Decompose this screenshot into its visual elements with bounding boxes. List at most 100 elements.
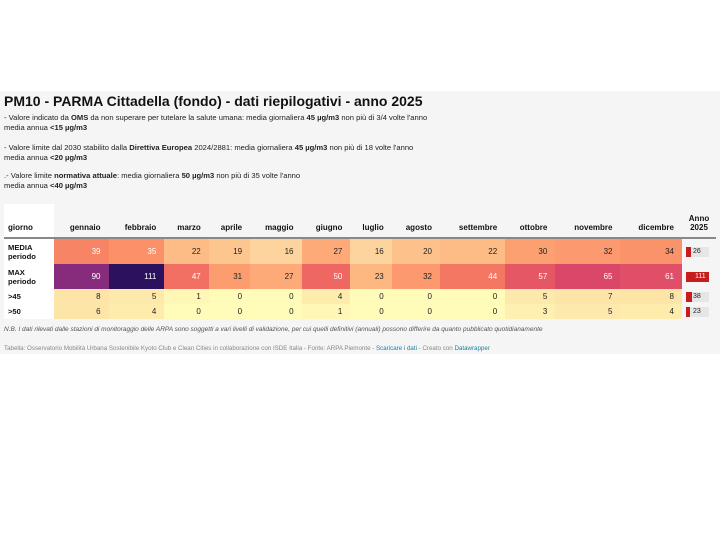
column-header: agosto [391,204,440,239]
table-row: >50 6 4 0 0 0 1 0 0 0 3 5 4 23 [4,304,716,319]
value-cell: 0 [250,289,302,304]
value-cell: 19 [208,238,251,264]
annual-bar-cell: 26 [682,238,716,264]
annual-bar-cell: 23 [682,304,716,319]
value-cell: 6 [54,304,109,319]
chart-title: PM10 - PARMA Cittadella (fondo) - dati r… [4,93,423,109]
annual-bar-label: 23 [693,307,701,315]
column-header: aprile [208,204,251,239]
value-cell: 0 [391,289,440,304]
column-header: giugno [301,204,351,239]
table-header-row: giorno gennaio febbraio marzo aprile maggio gi… [4,204,716,239]
annual-bar: 38 [686,291,709,302]
value-cell: 1 [164,289,209,304]
column-header-line: Anno [688,214,710,223]
value-cell: 90 [54,264,109,289]
datawrapper-link[interactable]: Datawrapper [454,345,490,352]
value-cell: 27 [301,238,351,264]
annual-bar: 26 [686,246,709,257]
note-eu-directive: - Valore limite dal 2030 stabilito dalla… [4,143,413,163]
value-cell: 0 [391,304,440,319]
note-eu-line1: - Valore limite dal 2030 stabilito dalla… [4,143,414,152]
value-cell: 5 [505,289,556,304]
validation-note: N.B. I dati rilevati dalle stazioni di m… [4,326,543,333]
column-header: marzo [164,204,209,239]
column-header: Anno 2025 [682,204,716,239]
value-cell: 0 [250,304,302,319]
row-label: MEDIA periodo [4,238,54,264]
value-cell: 0 [208,289,251,304]
column-header: maggio [250,204,302,239]
value-cell: 61 [620,264,682,289]
credits-mid: - Creato con [416,345,455,352]
annual-bar-label: 26 [693,247,701,255]
column-header: novembre [555,204,621,239]
note-current-law: .- Valore limite normativa attuale: medi… [4,171,300,191]
annual-bar-fill [686,246,692,257]
annual-bar-label: 111 [695,272,706,280]
annual-bar-fill [686,271,709,282]
data-table: giorno gennaio febbraio marzo aprile maggio gi… [4,204,716,319]
value-cell: 22 [439,238,506,264]
annual-bar: 111 [686,271,709,282]
table-row: MEDIA periodo 39 35 22 19 16 27 16 20 22 30 32 34 26 [4,238,716,264]
value-cell: 47 [164,264,209,289]
value-cell: 57 [505,264,556,289]
value-cell: 39 [54,238,109,264]
column-header: ottobre [505,204,556,239]
value-cell: 0 [208,304,251,319]
row-label: >50 [4,304,54,319]
value-cell: 32 [391,264,440,289]
value-cell: 35 [108,238,165,264]
value-cell: 1 [301,304,351,319]
annual-bar-fill [686,291,692,302]
value-cell: 0 [439,289,506,304]
value-cell: 3 [505,304,556,319]
value-cell: 16 [350,238,392,264]
column-header: luglio [350,204,392,239]
value-cell: 4 [301,289,351,304]
value-cell: 5 [555,304,621,319]
value-cell: 34 [620,238,682,264]
table-row: >45 8 5 1 0 0 4 0 0 0 5 7 8 38 [4,289,716,304]
row-label: MAX periodo [4,264,54,289]
value-cell: 44 [439,264,506,289]
value-cell: 0 [439,304,506,319]
annual-bar: 23 [686,306,709,317]
value-cell: 22 [164,238,209,264]
annual-bar-label: 38 [693,292,701,300]
value-cell: 7 [555,289,621,304]
note-law-line1: .- Valore limite normativa attuale: medi… [4,171,301,180]
note-oms-line1: - Valore indicato da OMS da non superare… [4,113,428,122]
value-cell: 0 [350,304,392,319]
annual-bar-cell: 111 [682,264,716,289]
column-header: gennaio [54,204,109,239]
value-cell: 65 [555,264,621,289]
annual-bar-fill [686,306,690,317]
note-oms-line2: media annua <15 µg/m3 [4,123,88,132]
note-law-line2: media annua <40 µg/m3 [4,181,88,190]
value-cell: 4 [108,304,165,319]
credits: Tabella: Osservatorio Mobilità Urbana So… [4,345,490,352]
value-cell: 8 [620,289,682,304]
value-cell: 111 [108,264,165,289]
value-cell: 30 [505,238,556,264]
value-cell: 8 [54,289,109,304]
value-cell: 5 [108,289,165,304]
value-cell: 0 [164,304,209,319]
value-cell: 16 [250,238,302,264]
table-row: MAX periodo 90 111 47 31 27 50 23 32 44 57 65 61 111 [4,264,716,289]
credits-source: Tabella: Osservatorio Mobilità Urbana So… [4,345,377,352]
value-cell: 31 [208,264,251,289]
row-label: >45 [4,289,54,304]
column-header: settembre [439,204,506,239]
note-oms: - Valore indicato da OMS da non superare… [4,113,427,133]
value-cell: 32 [555,238,621,264]
value-cell: 4 [620,304,682,319]
value-cell: 50 [301,264,351,289]
column-header: febbraio [108,204,165,239]
download-data-link[interactable]: Scaricare i dati [376,345,417,352]
value-cell: 20 [391,238,440,264]
note-eu-line2: media annua <20 µg/m3 [4,153,88,162]
annual-bar-cell: 38 [682,289,716,304]
